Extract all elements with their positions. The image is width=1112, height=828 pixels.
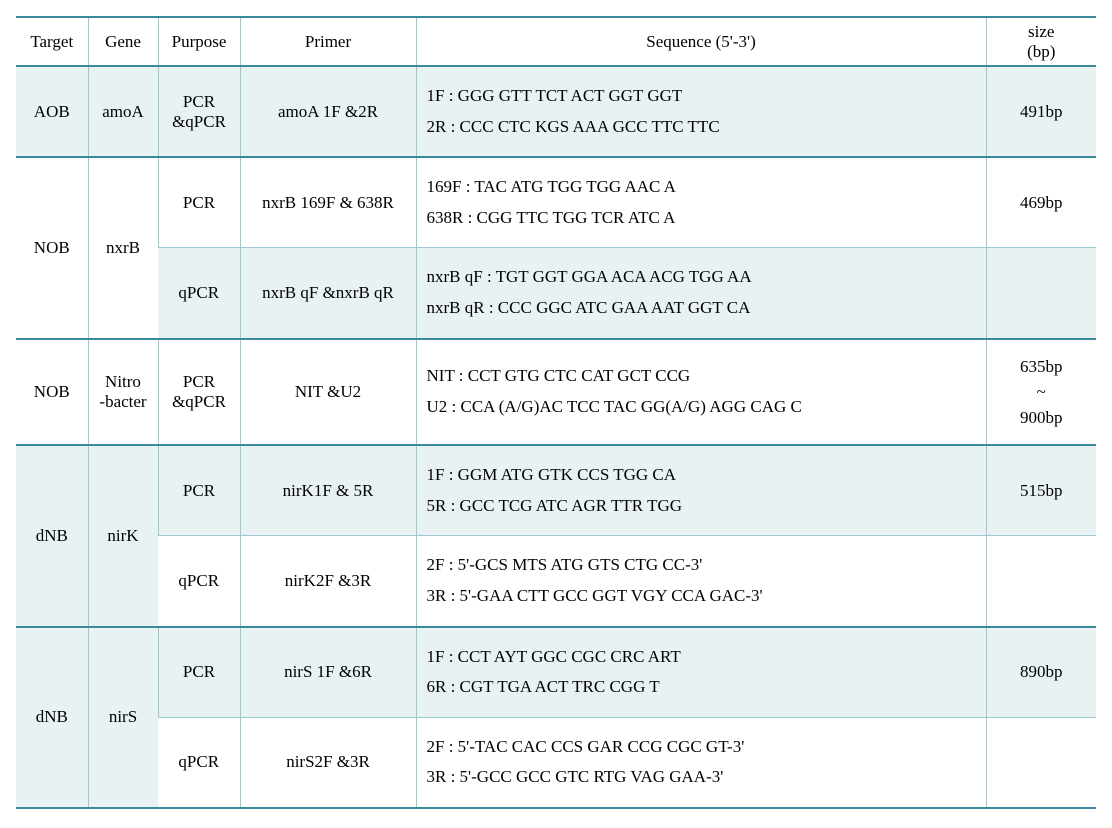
- seq-line: 3R : 5'-GAA CTT GCC GGT VGY CCA GAC-3': [427, 581, 978, 612]
- cell-gene: nirK: [88, 445, 158, 626]
- cell-primer: nirK1F & 5R: [240, 445, 416, 536]
- cell-size: 635bp ~ 900bp: [986, 339, 1096, 446]
- purpose-l1: PCR: [183, 92, 215, 111]
- cell-target: AOB: [16, 66, 88, 157]
- col-purpose: Purpose: [158, 17, 240, 66]
- seq-line: 2F : 5'-TAC CAC CCS GAR CCG CGC GT-3': [427, 732, 978, 763]
- cell-target: dNB: [16, 445, 88, 626]
- cell-gene: nxrB: [88, 157, 158, 338]
- table-row: qPCR nirK2F &3R 2F : 5'-GCS MTS ATG GTS …: [16, 536, 1096, 627]
- seq-line: 169F : TAC ATG TGG TGG AAC A: [427, 172, 978, 203]
- table-row: NOB nxrB PCR nxrB 169F & 638R 169F : TAC…: [16, 157, 1096, 248]
- cell-target: dNB: [16, 627, 88, 808]
- col-primer: Primer: [240, 17, 416, 66]
- seq-line: 5R : GCC TCG ATC AGR TTR TGG: [427, 491, 978, 522]
- table-row: dNB nirK PCR nirK1F & 5R 1F : GGM ATG GT…: [16, 445, 1096, 536]
- cell-size: 890bp: [986, 627, 1096, 718]
- seq-line: 1F : CCT AYT GGC CGC CRC ART: [427, 642, 978, 673]
- cell-gene: amoA: [88, 66, 158, 157]
- cell-size: 491bp: [986, 66, 1096, 157]
- purpose-l1: PCR: [183, 372, 215, 391]
- cell-purpose: PCR: [158, 157, 240, 248]
- table-row: AOB amoA PCR &qPCR amoA 1F &2R 1F : GGG …: [16, 66, 1096, 157]
- cell-primer: nirS2F &3R: [240, 717, 416, 808]
- col-target: Target: [16, 17, 88, 66]
- purpose-l2: &qPCR: [172, 392, 226, 411]
- seq-line: 1F : GGG GTT TCT ACT GGT GGT: [427, 81, 978, 112]
- col-size-l2: (bp): [1027, 42, 1055, 61]
- cell-purpose: PCR &qPCR: [158, 66, 240, 157]
- cell-sequence: nxrB qF : TGT GGT GGA ACA ACG TGG AA nxr…: [416, 248, 986, 339]
- cell-gene: nirS: [88, 627, 158, 808]
- cell-sequence: 2F : 5'-GCS MTS ATG GTS CTG CC-3' 3R : 5…: [416, 536, 986, 627]
- seq-line: NIT : CCT GTG CTC CAT GCT CCG: [427, 361, 978, 392]
- cell-purpose: PCR: [158, 627, 240, 718]
- cell-purpose: qPCR: [158, 717, 240, 808]
- cell-primer: nirS 1F &6R: [240, 627, 416, 718]
- table-row: qPCR nxrB qF &nxrB qR nxrB qF : TGT GGT …: [16, 248, 1096, 339]
- cell-size: 515bp: [986, 445, 1096, 536]
- cell-sequence: 1F : CCT AYT GGC CGC CRC ART 6R : CGT TG…: [416, 627, 986, 718]
- size-l1: 635bp: [1020, 357, 1063, 376]
- seq-line: 638R : CGG TTC TGG TCR ATC A: [427, 203, 978, 234]
- cell-purpose: PCR: [158, 445, 240, 536]
- cell-target: NOB: [16, 157, 88, 338]
- primer-table: Target Gene Purpose Primer Sequence (5'-…: [16, 16, 1096, 809]
- cell-primer: nxrB qF &nxrB qR: [240, 248, 416, 339]
- col-gene: Gene: [88, 17, 158, 66]
- col-size: size (bp): [986, 17, 1096, 66]
- cell-size: [986, 248, 1096, 339]
- gene-l1: Nitro: [105, 372, 141, 391]
- cell-purpose: PCR &qPCR: [158, 339, 240, 446]
- cell-sequence: 169F : TAC ATG TGG TGG AAC A 638R : CGG …: [416, 157, 986, 248]
- col-sequence: Sequence (5'-3'): [416, 17, 986, 66]
- cell-size: [986, 717, 1096, 808]
- gene-l2: -bacter: [99, 392, 146, 411]
- cell-size: 469bp: [986, 157, 1096, 248]
- seq-line: 2F : 5'-GCS MTS ATG GTS CTG CC-3': [427, 550, 978, 581]
- table-row: qPCR nirS2F &3R 2F : 5'-TAC CAC CCS GAR …: [16, 717, 1096, 808]
- seq-line: 1F : GGM ATG GTK CCS TGG CA: [427, 460, 978, 491]
- seq-line: nxrB qR : CCC GGC ATC GAA AAT GGT CA: [427, 293, 978, 324]
- table-row: dNB nirS PCR nirS 1F &6R 1F : CCT AYT GG…: [16, 627, 1096, 718]
- seq-line: U2 : CCA (A/G)AC TCC TAC GG(A/G) AGG CAG…: [427, 392, 978, 423]
- cell-size: [986, 536, 1096, 627]
- cell-sequence: 1F : GGG GTT TCT ACT GGT GGT 2R : CCC CT…: [416, 66, 986, 157]
- cell-target: NOB: [16, 339, 88, 446]
- cell-sequence: 1F : GGM ATG GTK CCS TGG CA 5R : GCC TCG…: [416, 445, 986, 536]
- cell-gene: Nitro -bacter: [88, 339, 158, 446]
- col-size-l1: size: [1028, 22, 1054, 41]
- seq-line: 3R : 5'-GCC GCC GTC RTG VAG GAA-3': [427, 762, 978, 793]
- cell-purpose: qPCR: [158, 536, 240, 627]
- seq-line: 6R : CGT TGA ACT TRC CGG T: [427, 672, 978, 703]
- seq-line: 2R : CCC CTC KGS AAA GCC TTC TTC: [427, 112, 978, 143]
- cell-sequence: NIT : CCT GTG CTC CAT GCT CCG U2 : CCA (…: [416, 339, 986, 446]
- table-row: NOB Nitro -bacter PCR &qPCR NIT &U2 NIT …: [16, 339, 1096, 446]
- cell-primer: nxrB 169F & 638R: [240, 157, 416, 248]
- cell-primer: nirK2F &3R: [240, 536, 416, 627]
- cell-purpose: qPCR: [158, 248, 240, 339]
- cell-primer: NIT &U2: [240, 339, 416, 446]
- size-l3: 900bp: [1020, 408, 1063, 427]
- seq-line: nxrB qF : TGT GGT GGA ACA ACG TGG AA: [427, 262, 978, 293]
- size-l2: ~: [1037, 382, 1046, 401]
- cell-sequence: 2F : 5'-TAC CAC CCS GAR CCG CGC GT-3' 3R…: [416, 717, 986, 808]
- header-row: Target Gene Purpose Primer Sequence (5'-…: [16, 17, 1096, 66]
- purpose-l2: &qPCR: [172, 112, 226, 131]
- cell-primer: amoA 1F &2R: [240, 66, 416, 157]
